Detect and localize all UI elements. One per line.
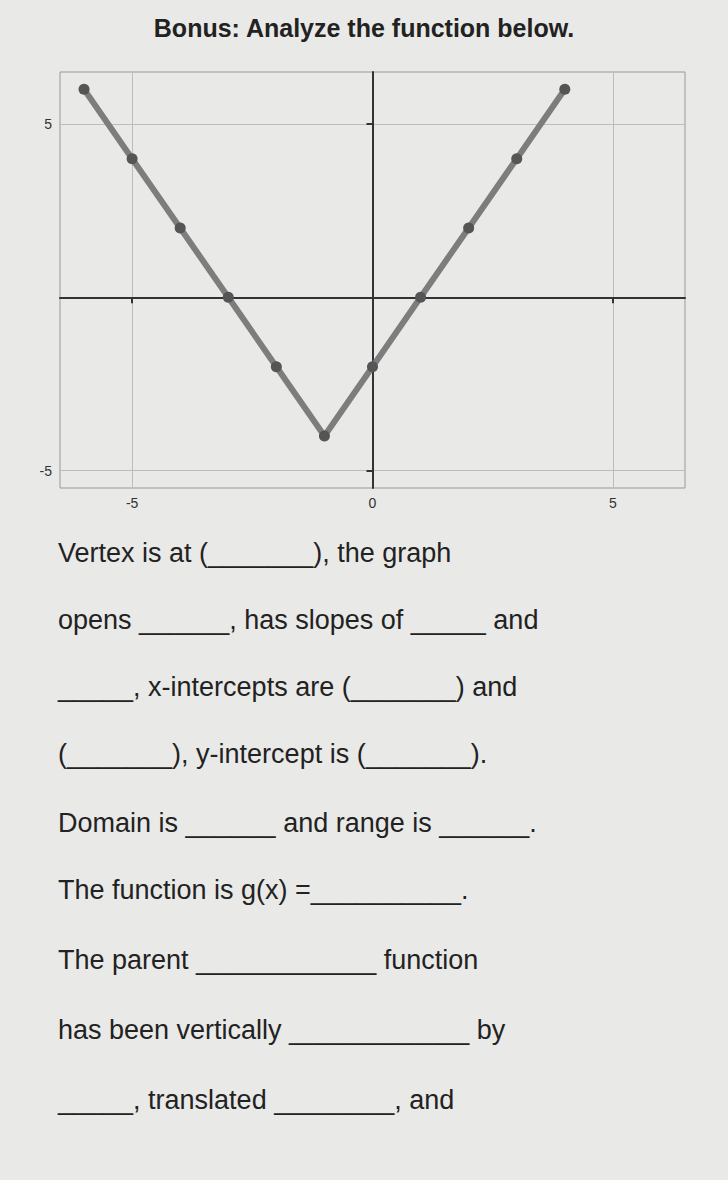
svg-text:5: 5 bbox=[44, 116, 52, 132]
html-text:Vertex is at (_______), the gr: Vertex is at (_______), the graph bbox=[58, 538, 452, 568]
html-text:Domain is ______ and range is: Domain is ______ and range is ______. bbox=[58, 808, 537, 838]
html-text:opens ______, has slopes of __: opens ______, has slopes of _____ and bbox=[58, 605, 539, 635]
svg-text:Bonus: Analyze the function be: Bonus: Analyze the function below. bbox=[154, 14, 574, 42]
html-text:The parent ____________ functi: The parent ____________ function bbox=[58, 945, 479, 975]
html-text:has been vertically __________: has been vertically ____________ by bbox=[58, 1015, 506, 1045]
svg-text:-5: -5 bbox=[40, 463, 53, 479]
html-text:_____, x-intercepts are (_____: _____, x-intercepts are (_______) and bbox=[58, 672, 518, 702]
svg-text:5: 5 bbox=[609, 495, 617, 510]
svg-text:0: 0 bbox=[369, 495, 377, 510]
svg-text:-5: -5 bbox=[126, 495, 139, 510]
html-text:(_______), y-intercept is (___: (_______), y-intercept is (_______). bbox=[58, 739, 488, 769]
html-text:_____, translated ________, an: _____, translated ________, and bbox=[58, 1085, 455, 1115]
html-text:The function is g(x) =________: The function is g(x) =__________. bbox=[58, 875, 469, 905]
